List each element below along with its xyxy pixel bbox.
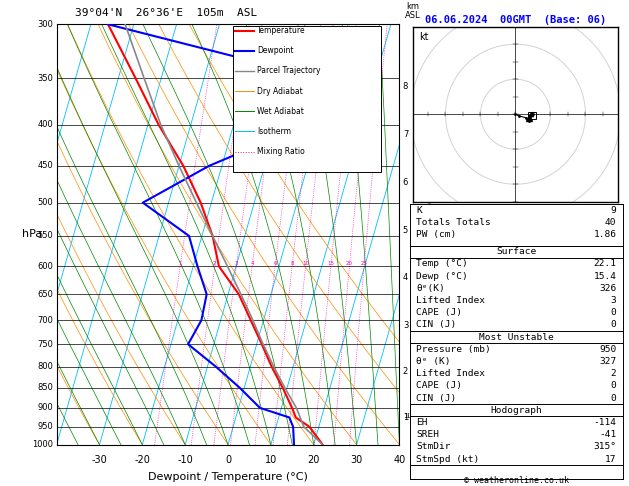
Text: 4: 4: [403, 273, 408, 282]
Text: -114: -114: [593, 418, 616, 427]
Text: 350: 350: [37, 73, 53, 83]
Text: CIN (J): CIN (J): [416, 320, 457, 330]
Text: 300: 300: [37, 20, 53, 29]
Text: 6: 6: [403, 178, 408, 187]
Text: Parcel Trajectory: Parcel Trajectory: [257, 67, 321, 75]
Text: 315°: 315°: [593, 442, 616, 451]
Text: 7: 7: [403, 130, 408, 139]
Text: 10: 10: [265, 455, 277, 465]
Text: 0: 0: [611, 320, 616, 330]
Text: -41: -41: [599, 430, 616, 439]
Text: 1: 1: [403, 413, 408, 422]
Text: 3: 3: [611, 296, 616, 305]
Text: 6: 6: [274, 261, 277, 266]
Text: 400: 400: [38, 120, 53, 129]
Text: Pressure (mb): Pressure (mb): [416, 345, 491, 354]
Text: 450: 450: [38, 161, 53, 171]
Text: 25: 25: [360, 261, 367, 266]
Text: Mixing Ratio: Mixing Ratio: [257, 147, 305, 156]
Text: 17: 17: [605, 455, 616, 464]
Text: Mixing Ratio (g/kg): Mixing Ratio (g/kg): [426, 195, 435, 274]
Text: StmDir: StmDir: [416, 442, 451, 451]
Text: 650: 650: [37, 290, 53, 299]
Text: -10: -10: [177, 455, 193, 465]
Text: Dewpoint: Dewpoint: [257, 46, 294, 55]
Text: 1LCL: 1LCL: [403, 413, 420, 418]
Bar: [528, 112, 537, 120]
Text: 15.4: 15.4: [593, 272, 616, 280]
Text: 06.06.2024  00GMT  (Base: 06): 06.06.2024 00GMT (Base: 06): [425, 15, 607, 25]
FancyBboxPatch shape: [233, 26, 381, 172]
Text: 326: 326: [599, 284, 616, 293]
Text: 5: 5: [403, 226, 408, 235]
Text: Temperature: Temperature: [257, 26, 306, 35]
Text: 8: 8: [403, 82, 408, 90]
Text: K: K: [416, 206, 422, 215]
Text: 2: 2: [403, 367, 408, 377]
Text: Dry Adiabat: Dry Adiabat: [257, 87, 303, 96]
Text: 700: 700: [37, 315, 53, 325]
Text: 4: 4: [250, 261, 254, 266]
Text: PW (cm): PW (cm): [416, 230, 457, 239]
Text: 10: 10: [302, 261, 309, 266]
Text: 2: 2: [611, 369, 616, 378]
Text: 3: 3: [403, 321, 408, 330]
Text: 40: 40: [393, 455, 406, 465]
Text: kt: kt: [420, 32, 429, 42]
Text: 0: 0: [611, 308, 616, 317]
Text: Surface: Surface: [496, 247, 537, 256]
Text: 22.1: 22.1: [593, 260, 616, 268]
Text: Temp (°C): Temp (°C): [416, 260, 468, 268]
Text: 950: 950: [38, 422, 53, 431]
Text: © weatheronline.co.uk: © weatheronline.co.uk: [464, 475, 569, 485]
Text: 39°04'N  26°36'E  105m  ASL: 39°04'N 26°36'E 105m ASL: [75, 8, 257, 18]
Text: 3: 3: [235, 261, 238, 266]
Text: Lifted Index: Lifted Index: [416, 296, 486, 305]
Text: 1000: 1000: [32, 440, 53, 449]
Text: Isotherm: Isotherm: [257, 127, 291, 136]
Text: 1.86: 1.86: [593, 230, 616, 239]
Text: -30: -30: [92, 455, 108, 465]
Text: EH: EH: [416, 418, 428, 427]
Text: 20: 20: [346, 261, 353, 266]
Text: 800: 800: [37, 362, 53, 371]
Text: 1: 1: [179, 261, 182, 266]
Text: km
ASL: km ASL: [405, 2, 421, 20]
Text: 8: 8: [291, 261, 294, 266]
Text: θᵉ(K): θᵉ(K): [416, 284, 445, 293]
Text: Hodograph: Hodograph: [491, 406, 542, 415]
Text: StmSpd (kt): StmSpd (kt): [416, 455, 480, 464]
Text: 950: 950: [599, 345, 616, 354]
Text: 2: 2: [213, 261, 216, 266]
Text: 15: 15: [327, 261, 335, 266]
Text: 0: 0: [611, 394, 616, 403]
Text: Dewpoint / Temperature (°C): Dewpoint / Temperature (°C): [148, 472, 308, 482]
Text: 750: 750: [37, 340, 53, 349]
Text: Lifted Index: Lifted Index: [416, 369, 486, 378]
Text: CIN (J): CIN (J): [416, 394, 457, 403]
Text: 327: 327: [599, 357, 616, 366]
Text: 850: 850: [37, 383, 53, 392]
Text: θᵉ (K): θᵉ (K): [416, 357, 451, 366]
Text: Most Unstable: Most Unstable: [479, 332, 554, 342]
Text: SREH: SREH: [416, 430, 440, 439]
Text: Wet Adiabat: Wet Adiabat: [257, 107, 304, 116]
Text: hPa: hPa: [22, 229, 42, 240]
Text: -20: -20: [135, 455, 150, 465]
Text: 550: 550: [38, 231, 53, 241]
Text: 20: 20: [308, 455, 320, 465]
Text: 0: 0: [225, 455, 231, 465]
Text: CAPE (J): CAPE (J): [416, 308, 462, 317]
Text: 900: 900: [38, 403, 53, 413]
Text: 9: 9: [611, 206, 616, 215]
Text: 600: 600: [37, 262, 53, 271]
Text: Dewp (°C): Dewp (°C): [416, 272, 468, 280]
Text: 500: 500: [38, 198, 53, 207]
Text: 30: 30: [350, 455, 363, 465]
Text: 40: 40: [605, 218, 616, 227]
Text: CAPE (J): CAPE (J): [416, 382, 462, 390]
Text: Totals Totals: Totals Totals: [416, 218, 491, 227]
Text: 0: 0: [611, 382, 616, 390]
